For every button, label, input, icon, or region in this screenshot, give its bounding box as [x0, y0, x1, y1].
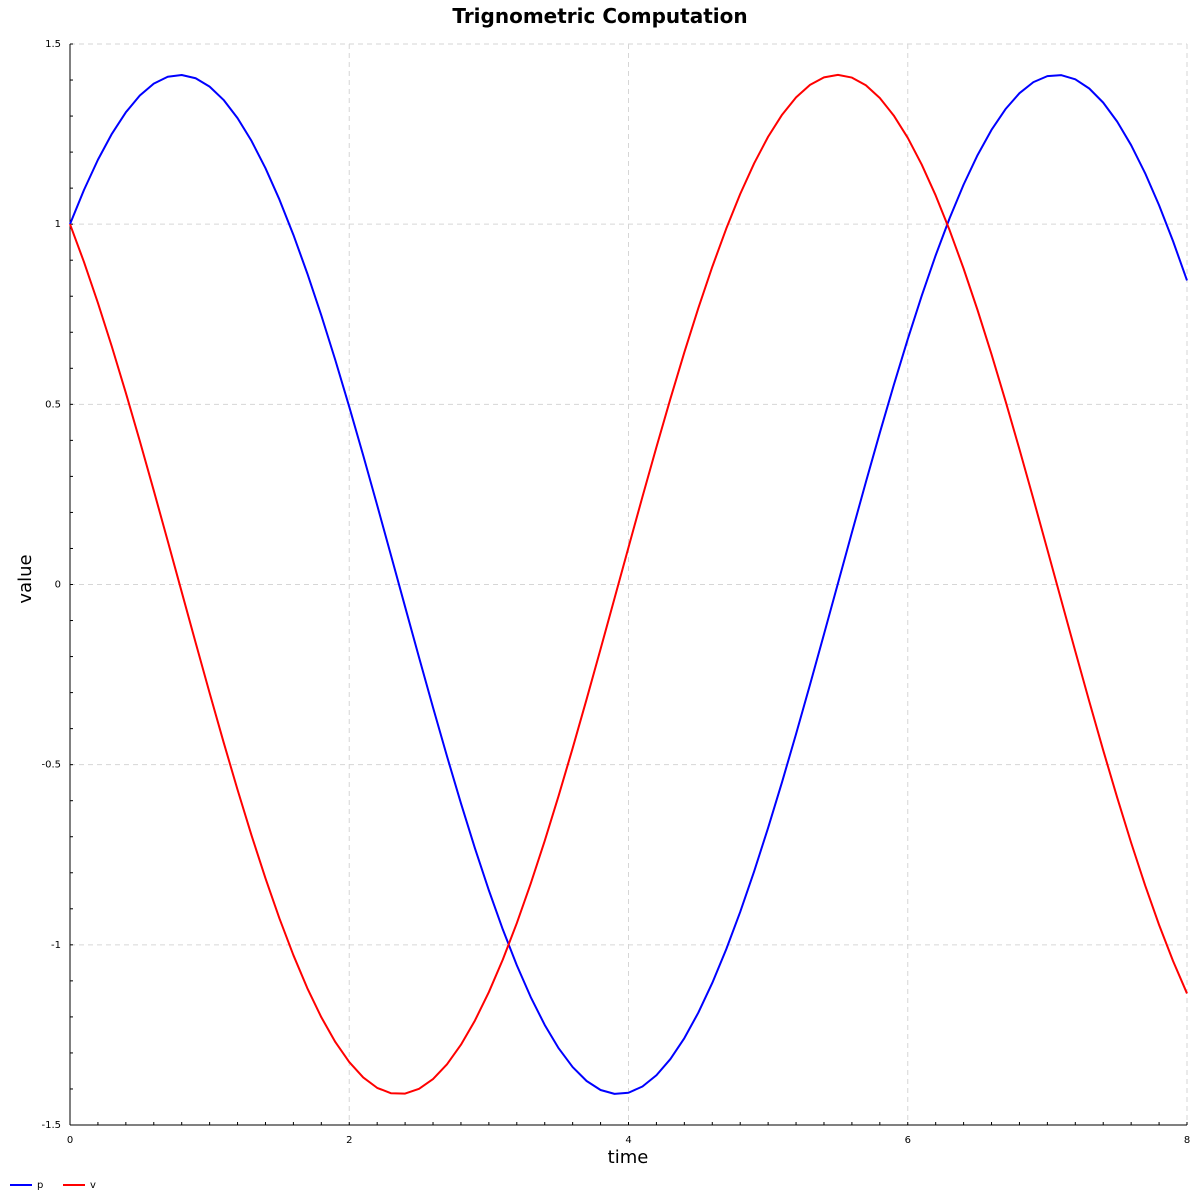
grid — [69, 43, 1188, 1126]
x-tick-label: 4 — [625, 1135, 631, 1146]
x-tick-label: 6 — [905, 1135, 911, 1146]
series-layer — [69, 73, 1188, 1095]
x-axis-label: time — [608, 1147, 649, 1168]
y-tick-label: -0.5 — [41, 760, 61, 771]
y-tick-label: 0.5 — [45, 399, 61, 410]
series-line-p — [69, 73, 1188, 1095]
y-tick-label: -1.5 — [41, 1120, 61, 1131]
y-axis-label: value — [15, 554, 36, 603]
x-tick-label: 0 — [67, 1135, 73, 1146]
series-line-v — [69, 73, 1188, 1095]
y-tick-label: 1.5 — [45, 39, 61, 50]
x-tick-label: 2 — [346, 1135, 352, 1146]
y-tick-label: -1 — [51, 940, 61, 951]
y-tick-label: 0 — [55, 580, 61, 591]
chart-title: Trignometric Computation — [452, 4, 747, 28]
y-tick-label: 1 — [55, 219, 61, 230]
x-tick-label: 8 — [1184, 1135, 1190, 1146]
legend-label-p: p — [37, 1180, 43, 1191]
legend-label-v: v — [90, 1180, 96, 1191]
